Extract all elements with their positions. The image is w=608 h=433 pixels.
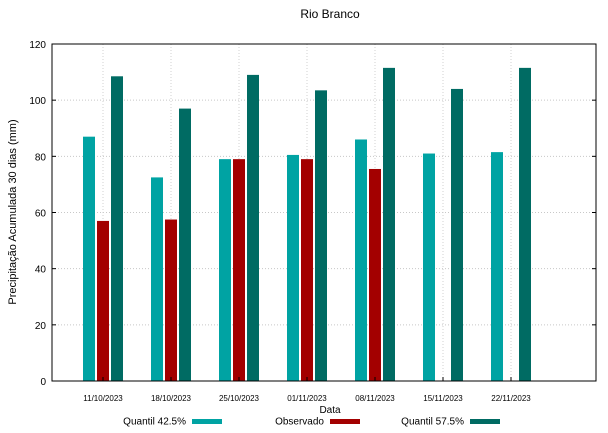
y-tick-label: 120 (29, 40, 46, 51)
y-tick-label: 80 (35, 152, 47, 163)
legend-label-2: Quantil 57.5% (401, 417, 464, 428)
y-axis-label: Precipitação Acumulada 30 dias (mm) (7, 119, 19, 304)
chart-title: Rio Branco (300, 7, 360, 21)
legend: Quantil 42.5% Observado Quantil 57.5% (123, 417, 500, 428)
plot-frame (51, 43, 597, 382)
bar-0-5 (423, 153, 435, 381)
legend-label-1: Observado (275, 417, 324, 428)
x-tick-label: 18/10/2023 (151, 394, 192, 403)
bars (83, 67, 531, 382)
legend-swatch-0 (192, 419, 222, 424)
y-tick-labels: 0 20 40 60 80 100 120 (29, 40, 46, 388)
bar-0-0 (83, 136, 95, 381)
x-tick-label: 15/11/2023 (423, 394, 463, 403)
bar-2-0 (111, 76, 123, 381)
x-tick-label: 22/11/2023 (491, 394, 531, 403)
x-tick-label: 11/10/2023 (83, 394, 123, 403)
bar-2-3 (315, 90, 327, 382)
x-tick-labels: 11/10/2023 18/10/2023 25/10/2023 01/11/2023… (83, 394, 531, 403)
y-tick-label: 60 (35, 209, 47, 220)
bar-1-0 (97, 220, 109, 381)
legend-swatch-1 (330, 419, 360, 424)
axes (51, 43, 597, 382)
x-tick-label: 01/11/2023 (287, 394, 327, 403)
bar-0-2 (219, 159, 231, 381)
bar-1-1 (165, 219, 177, 381)
bar-0-4 (355, 139, 367, 381)
bar-2-2 (247, 74, 259, 382)
bar-1-2 (233, 159, 245, 381)
y-tick-label: 20 (35, 321, 47, 332)
x-tick-label: 25/10/2023 (219, 394, 260, 403)
bar-0-6 (491, 152, 503, 381)
bar-0-3 (287, 154, 299, 381)
y-tick-label: 100 (29, 96, 46, 107)
bar-2-1 (179, 108, 191, 381)
y-tick-label: 0 (40, 377, 46, 388)
bar-2-5 (451, 88, 463, 381)
bar-2-4 (383, 67, 395, 381)
legend-swatch-2 (470, 419, 500, 424)
bar-1-4 (369, 168, 381, 381)
bar-1-3 (301, 159, 313, 381)
y-tick-label: 40 (35, 265, 47, 276)
bar-0-1 (151, 177, 163, 381)
bar-2-6 (519, 67, 531, 381)
x-axis-label: Data (319, 405, 341, 416)
legend-label-0: Quantil 42.5% (123, 417, 186, 428)
x-tick-label: 08/11/2023 (355, 394, 395, 403)
